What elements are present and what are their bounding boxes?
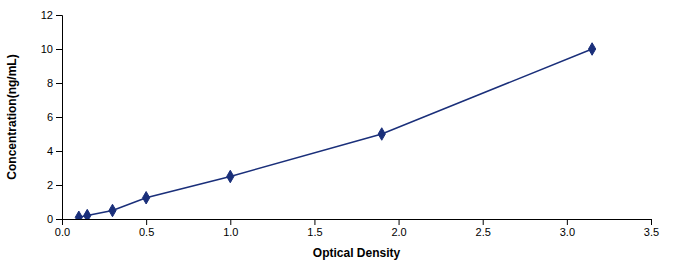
- x-axis-tick: 2.0: [391, 219, 406, 238]
- y-axis-tick: 12: [41, 9, 62, 21]
- y-axis-tick-mark: [56, 185, 62, 186]
- x-axis-tick-label: 0.0: [55, 226, 70, 238]
- x-axis-tick-label: 3.0: [560, 226, 575, 238]
- y-axis: 0 2 4 6 8 10 12: [41, 9, 63, 225]
- y-axis-tick-label: 2: [47, 179, 53, 191]
- x-axis-tick: 1.5: [307, 219, 322, 238]
- x-axis-tick-mark: [483, 219, 484, 225]
- point: [109, 204, 116, 216]
- x-axis-tick-label: 2.5: [476, 226, 491, 238]
- y-axis-title: Concentration(ng/mL): [5, 54, 19, 179]
- marks: [75, 43, 595, 219]
- y-axis-tick-label: 4: [47, 145, 53, 157]
- y-axis-tick-label: 8: [47, 77, 53, 89]
- y-axis-tick-label: 10: [41, 43, 53, 55]
- x-axis-tick: 3.0: [560, 219, 575, 238]
- x-axis-title: Optical Density: [313, 246, 401, 260]
- chart: 0.0 0.5 1.0 1.5 2.0 2.5 3.0 3.5 0 2 4 6 8 10 12 Optical…: [0, 0, 673, 265]
- y-axis-tick-mark: [56, 83, 62, 84]
- y-axis-tick-mark: [56, 15, 62, 16]
- y-axis-tick-mark: [56, 117, 62, 118]
- x-axis-tick: 1.0: [223, 219, 238, 238]
- x-axis-tick-mark: [314, 219, 315, 225]
- x-axis-tick: 2.5: [476, 219, 491, 238]
- y-axis-tick: 4: [47, 145, 62, 157]
- y-axis-tick-label: 12: [41, 9, 53, 21]
- x-axis-tick-label: 2.0: [391, 226, 406, 238]
- y-axis-tick: 8: [47, 77, 62, 89]
- x-axis-tick: 0.0: [55, 219, 70, 238]
- x-axis-tick-label: 1.5: [307, 226, 322, 238]
- x-axis-tick-mark: [651, 219, 652, 225]
- x-axis-tick-mark: [567, 219, 568, 225]
- y-axis-tick: 2: [47, 179, 62, 191]
- x-axis-tick-mark: [230, 219, 231, 225]
- y-axis-tick-mark: [56, 49, 62, 50]
- x-axis-tick-mark: [399, 219, 400, 225]
- point: [227, 170, 234, 182]
- x-axis-tick: 3.5: [644, 219, 659, 238]
- x-axis-line: [63, 220, 652, 226]
- point: [84, 209, 91, 219]
- y-axis-tick: 6: [47, 111, 62, 123]
- y-axis-tick: 10: [41, 43, 62, 55]
- y-axis-tick: 0: [47, 213, 62, 225]
- point: [588, 43, 595, 55]
- y-axis-tick-mark: [56, 219, 62, 220]
- x-axis: 0.0 0.5 1.0 1.5 2.0 2.5 3.0 3.5: [55, 219, 659, 238]
- y-axis-tick-label: 6: [47, 111, 53, 123]
- point: [378, 128, 385, 140]
- x-axis-tick-label: 3.5: [644, 226, 659, 238]
- point: [75, 211, 82, 219]
- x-axis-tick-mark: [146, 219, 147, 225]
- line: [79, 49, 592, 217]
- y-axis-tick-mark: [56, 151, 62, 152]
- plot: 0.0 0.5 1.0 1.5 2.0 2.5 3.0 3.5 0 2 4 6 8 10 12: [41, 9, 659, 238]
- point: [143, 192, 150, 204]
- y-axis-tick-label: 0: [47, 213, 53, 225]
- x-axis-tick-label: 0.5: [139, 226, 154, 238]
- x-axis-tick: 0.5: [139, 219, 154, 238]
- y-axis-line: [56, 16, 63, 220]
- x-axis-tick-label: 1.0: [223, 226, 238, 238]
